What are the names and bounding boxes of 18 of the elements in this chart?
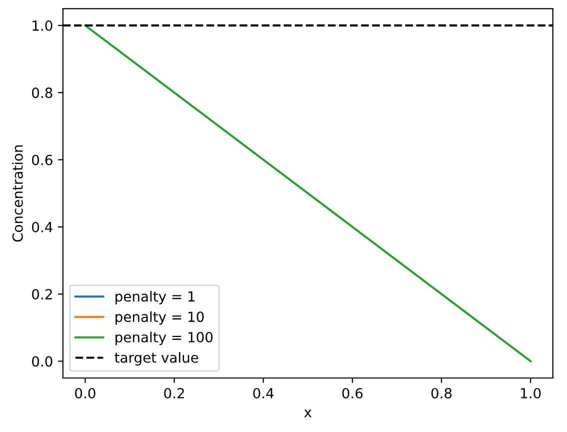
- y-tick-label: 0.8: [32, 88, 52, 98]
- y-tick-label: 0.0: [32, 356, 52, 367]
- x-tick-label: 0.2: [164, 388, 184, 398]
- x-tick-label: 0.6: [342, 388, 363, 398]
- x-tick-label: 0.0: [75, 388, 96, 398]
- y-tick-label: 0.2: [32, 289, 52, 300]
- legend-label: penalty = 1: [116, 290, 195, 304]
- y-tick-label: 1.0: [32, 20, 52, 31]
- x-tick-label: 1.0: [521, 388, 541, 398]
- legend-label: penalty = 10: [116, 311, 204, 325]
- legend-label: penalty = 100: [116, 332, 213, 346]
- x-tick-label: 0.4: [253, 388, 274, 398]
- x-tick-label: 0.8: [431, 388, 452, 398]
- y-tick-label: 0.6: [32, 154, 52, 166]
- y-tick-label: 0.4: [32, 222, 52, 232]
- legend-label: target value: [114, 352, 198, 366]
- y-axis-title: Concentration: [12, 145, 23, 242]
- x-axis-title: x: [304, 410, 312, 418]
